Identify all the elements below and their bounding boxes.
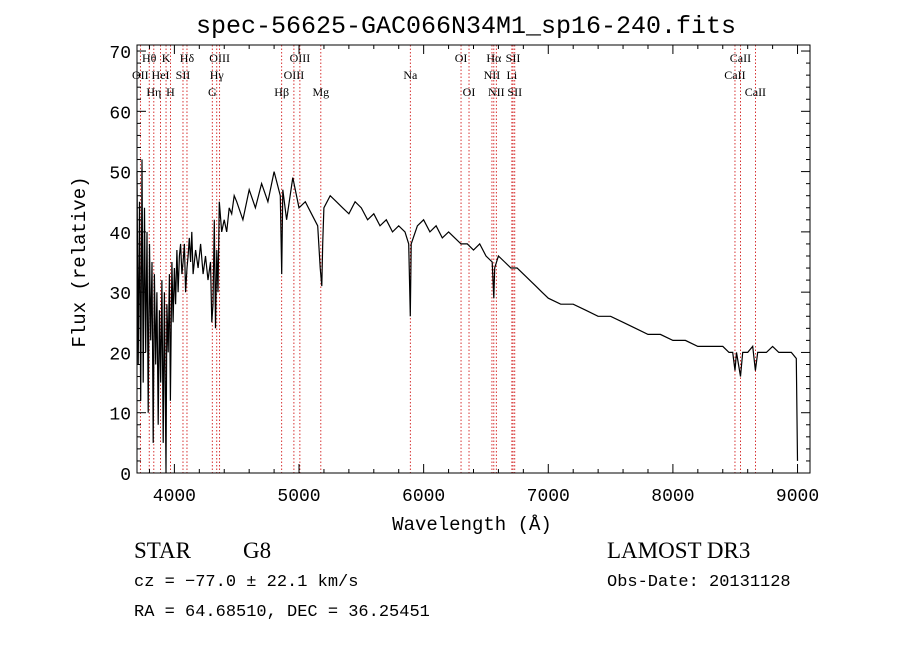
line-label-14: Mg bbox=[312, 85, 329, 99]
line-label-10: Hγ bbox=[210, 68, 225, 82]
y-tick-label-2: 20 bbox=[109, 345, 131, 365]
chart-title: spec-56625-GAC066N34M1_sp16-240.fits bbox=[196, 12, 736, 41]
line-label-20: NII bbox=[488, 85, 505, 99]
y-axis-label: Flux (relative) bbox=[69, 176, 91, 347]
line-label-11: Hβ bbox=[274, 85, 289, 99]
y-tick-label-3: 30 bbox=[109, 285, 131, 305]
line-label-7: Hδ bbox=[180, 51, 195, 65]
line-label-19: NII bbox=[484, 68, 501, 82]
line-label-1: Hθ bbox=[142, 51, 157, 65]
line-label-3: HeI bbox=[152, 68, 170, 82]
x-tick-label-4: 8000 bbox=[651, 487, 694, 507]
y-axis: 0 10 20 30 40 50 60 70 bbox=[109, 44, 810, 486]
line-label-17: OI bbox=[463, 85, 476, 99]
x-tick-label-0: 4000 bbox=[153, 487, 196, 507]
emission-line-markers bbox=[139, 45, 756, 473]
coordinates: RA = 64.68510, DEC = 36.25451 bbox=[134, 603, 430, 622]
line-label-21: SII bbox=[506, 51, 521, 65]
spectral-subclass: G8 bbox=[243, 538, 272, 563]
x-tick-label-3: 7000 bbox=[527, 487, 570, 507]
line-label-13: OIII bbox=[290, 51, 311, 65]
redshift-velocity: cz = −77.0 ± 22.1 km/s bbox=[134, 573, 359, 592]
line-label-6: SII bbox=[176, 68, 191, 82]
y-tick-label-6: 60 bbox=[109, 104, 131, 124]
line-label-4: K bbox=[162, 51, 171, 65]
x-axis-label: Wavelength (Å) bbox=[392, 514, 552, 536]
y-tick-label-0: 0 bbox=[120, 466, 131, 486]
object-type: STAR bbox=[134, 538, 191, 563]
x-tick-label-2: 6000 bbox=[402, 487, 445, 507]
line-label-8: G bbox=[208, 85, 217, 99]
line-label-15: Na bbox=[403, 68, 418, 82]
line-label-16: OI bbox=[455, 51, 468, 65]
line-label-24: CaII bbox=[730, 51, 751, 65]
y-tick-label-5: 50 bbox=[109, 165, 131, 185]
line-label-26: CaII bbox=[745, 85, 766, 99]
line-label-18: Hα bbox=[486, 51, 502, 65]
line-label-9: OIII bbox=[209, 51, 230, 65]
line-label-25: CaII bbox=[724, 68, 745, 82]
line-label-2: Hη bbox=[146, 85, 161, 99]
plot-frame bbox=[136, 44, 811, 474]
x-tick-label-5: 9000 bbox=[776, 487, 819, 507]
y-tick-label-1: 10 bbox=[109, 406, 131, 426]
y-tick-label-7: 70 bbox=[109, 44, 131, 64]
line-label-5: H bbox=[166, 85, 175, 99]
observation-date: Obs-Date: 20131128 bbox=[607, 573, 791, 592]
x-axis: 4000 5000 6000 7000 8000 9000 bbox=[148, 45, 819, 507]
line-label-12: OIII bbox=[284, 68, 305, 82]
y-tick-label-4: 40 bbox=[109, 225, 131, 245]
x-tick-label-1: 5000 bbox=[277, 487, 320, 507]
survey-name: LAMOST DR3 bbox=[607, 538, 751, 563]
spectrum-line bbox=[136, 159, 799, 474]
emission-line-labels: OIIHθHηHeIKHSIIHδGOIIIHγHβOIIIOIIIMgNaOI… bbox=[132, 51, 766, 99]
line-label-23: SII bbox=[507, 85, 522, 99]
line-label-22: Li bbox=[507, 68, 518, 82]
